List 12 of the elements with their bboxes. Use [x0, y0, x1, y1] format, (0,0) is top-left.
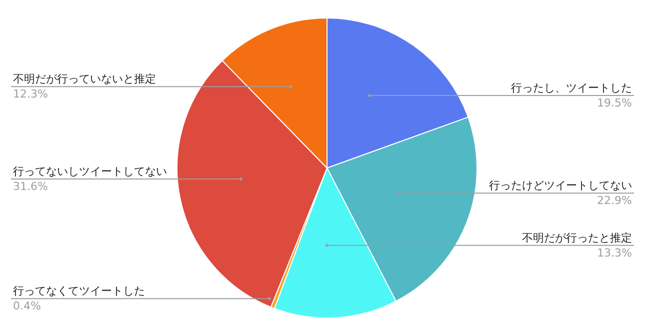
data-label: 31.6%	[13, 180, 48, 193]
data-label: 19.5%	[597, 96, 632, 110]
slice-label: 不明だが行っていないと推定	[13, 72, 156, 86]
data-label: 22.9%	[597, 194, 632, 208]
slice-label: 行ったけどツイートしてない	[489, 179, 632, 192]
data-label: 13.3%	[597, 246, 632, 260]
slice-label: 行ったし、ツイートした	[511, 82, 632, 95]
data-label: 0.4%	[13, 300, 41, 313]
data-label: 12.3%	[13, 88, 48, 101]
slice-label: 不明だが行ったと推定	[522, 231, 632, 244]
slice-label: 行ってなくてツイートした	[13, 284, 145, 298]
slice-label: 行ってないしツイートしてない	[13, 164, 167, 178]
